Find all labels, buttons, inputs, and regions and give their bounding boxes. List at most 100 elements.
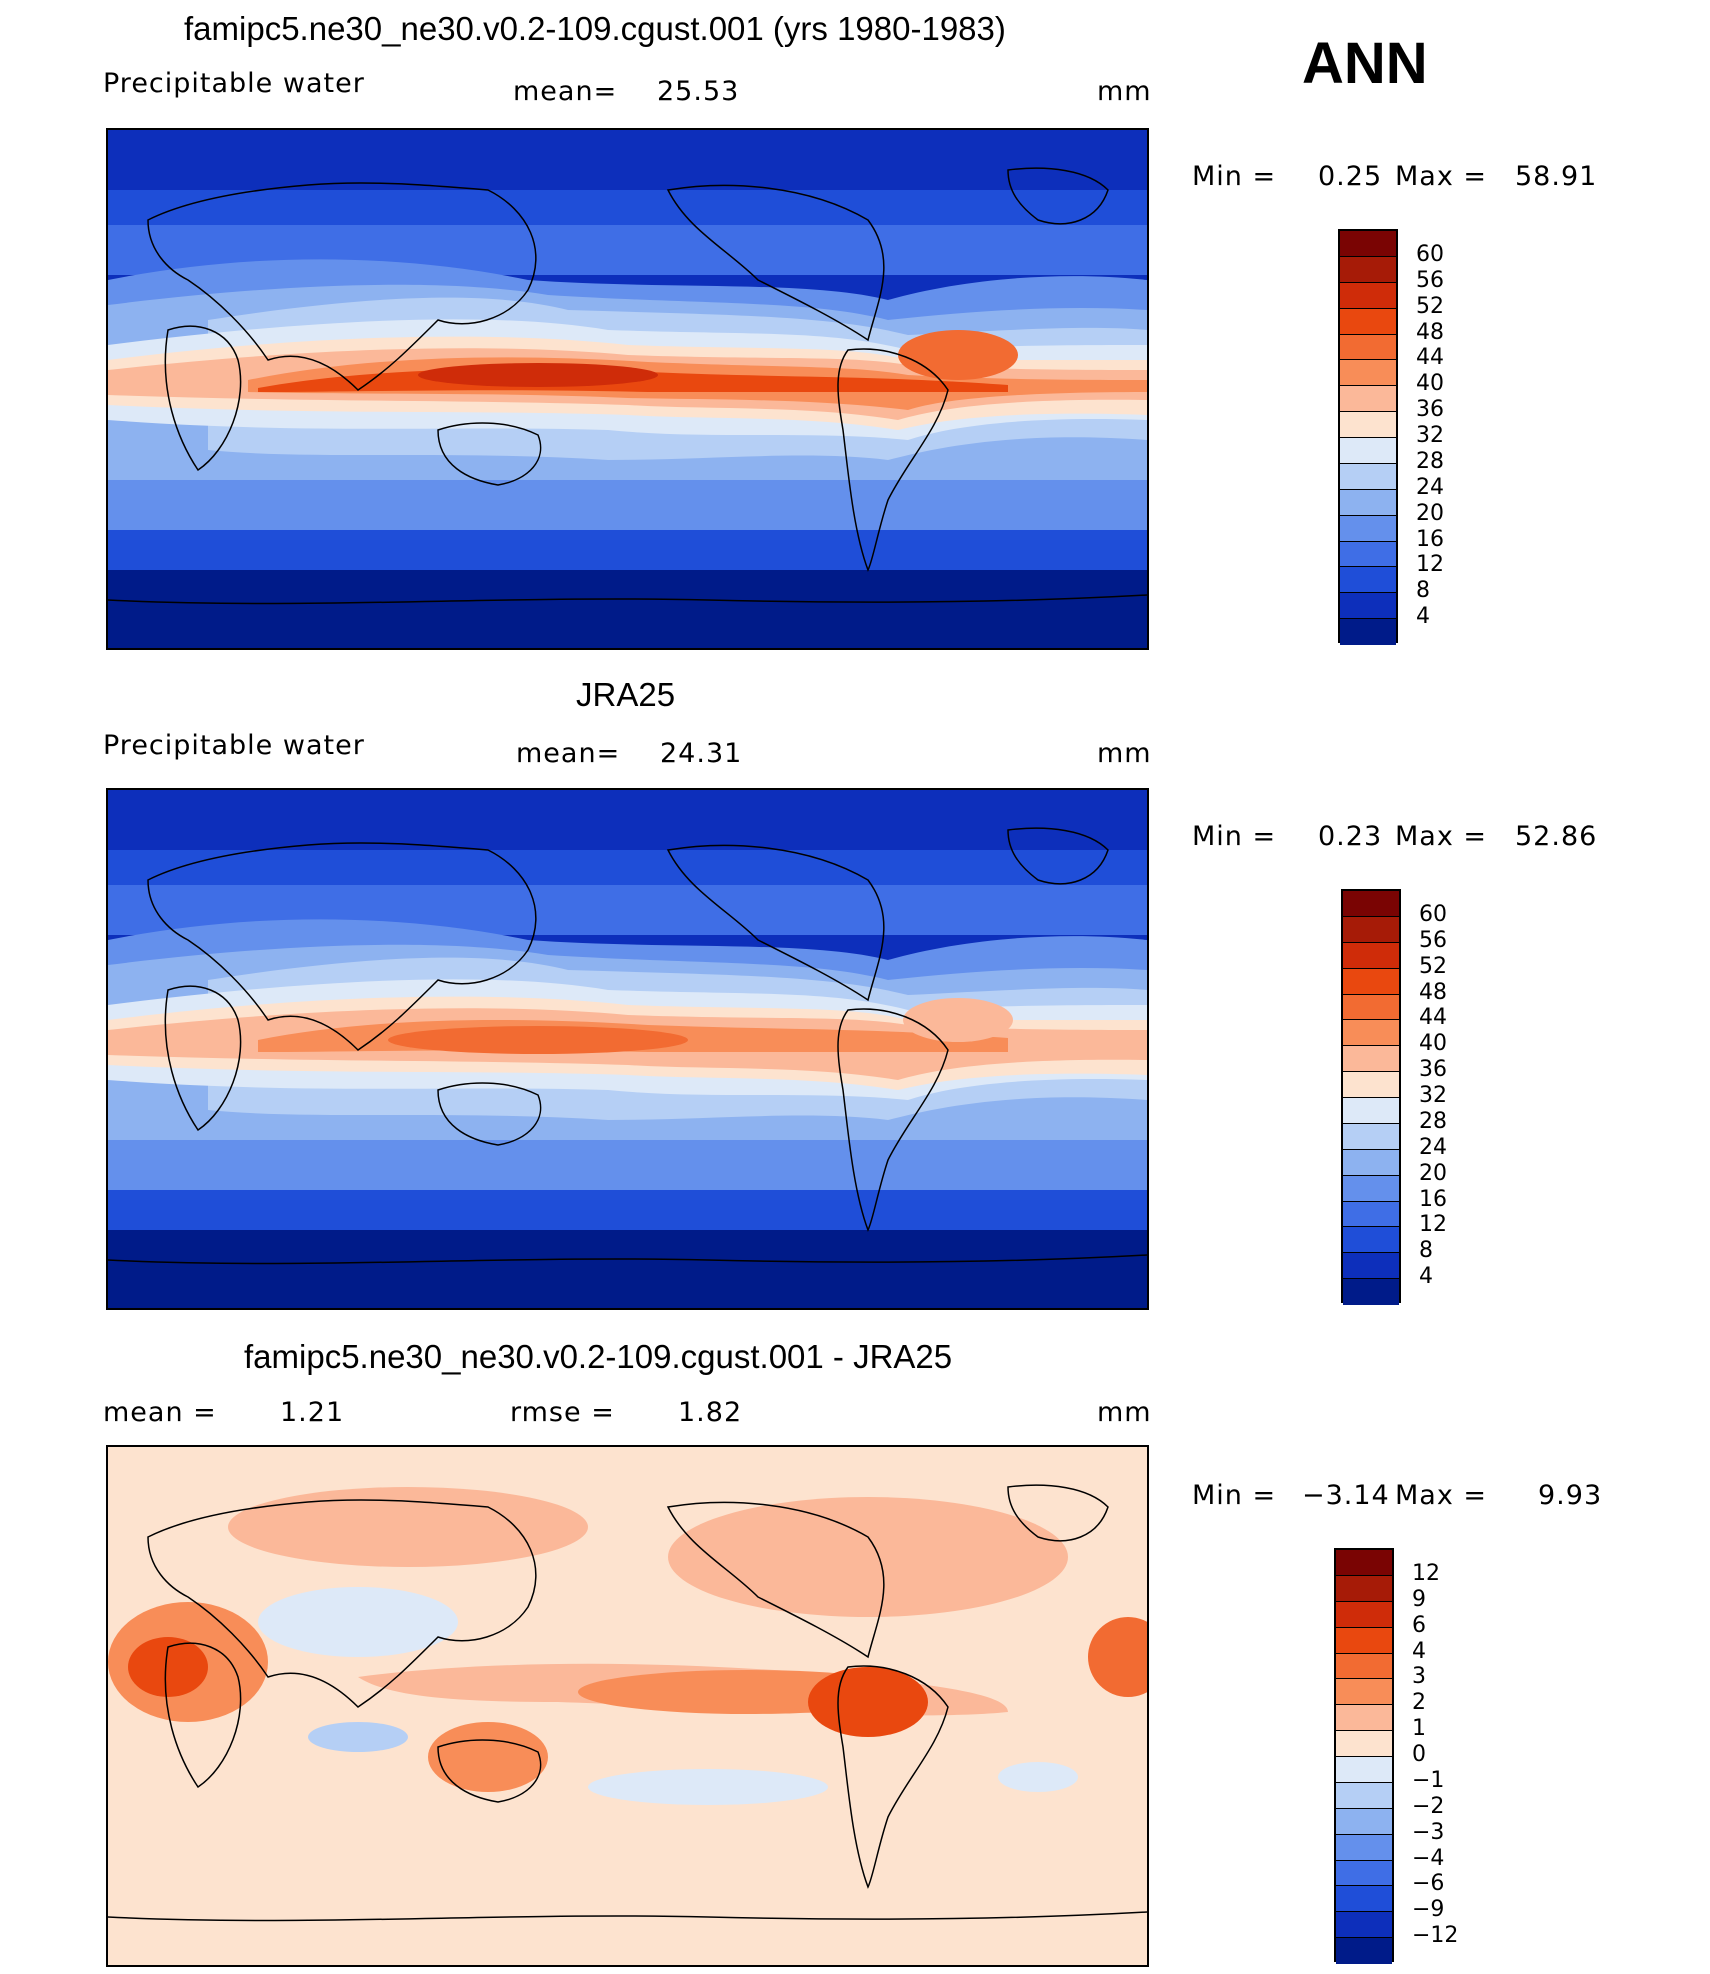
diff-band: [258, 1587, 458, 1657]
diff-band: [588, 1769, 828, 1805]
colorbar-swatch: [1340, 334, 1396, 361]
diff-band: [128, 1637, 208, 1697]
colorbar-tick-label: 32: [1419, 1083, 1447, 1108]
colorbar-swatch: [1336, 1782, 1392, 1809]
colorbar-swatch: [1340, 256, 1396, 283]
panel1-mean-value: 25.53: [657, 76, 740, 107]
panel3-max-label: Max =: [1395, 1480, 1488, 1511]
panel2-title: JRA25: [576, 676, 676, 713]
pw-band: [903, 998, 1013, 1042]
colorbar-tick-label: 60: [1419, 901, 1447, 927]
colorbar-swatch: [1340, 308, 1396, 335]
colorbar-swatch: [1336, 1575, 1392, 1602]
panel3-colorbar: 12 9 6 4 3 2 1 0 −1 −2 −3 −4 −6 −9 −12: [1334, 1548, 1484, 1964]
diff-band: [668, 1497, 1068, 1617]
colorbar-swatch: [1336, 1653, 1392, 1680]
colorbar-swatch: [1336, 1834, 1392, 1861]
colorbar-swatch: [1336, 1886, 1392, 1913]
pw-band: [388, 1026, 688, 1054]
colorbar-swatch: [1343, 1279, 1399, 1305]
colorbar-swatch: [1340, 515, 1396, 542]
colorbar-tick-label: 48: [1416, 319, 1444, 345]
colorbar-tick-label: −6: [1412, 1871, 1445, 1897]
colorbar-swatch: [1336, 1679, 1392, 1706]
panel3-mean-label: mean =: [103, 1397, 217, 1428]
colorbar-swatch: [1336, 1912, 1392, 1939]
panel1-map: [106, 128, 1149, 650]
colorbar-tick-label: 8: [1416, 578, 1430, 604]
colorbar-tick-label: 4: [1419, 1264, 1433, 1290]
colorbar-tick-label: 56: [1419, 927, 1447, 953]
colorbar-tick-label: 44: [1416, 345, 1444, 371]
panel3-map: [106, 1445, 1149, 1967]
panel3-min-value: −3.14: [1302, 1480, 1390, 1511]
colorbar-swatch: [1340, 231, 1396, 257]
colorbar-tick-label: 24: [1416, 474, 1444, 500]
panel2-units: mm: [1097, 738, 1152, 769]
panel1-mean-label: mean=: [513, 76, 618, 107]
colorbar-tick-label: −9: [1412, 1897, 1445, 1923]
colorbar-box: [1334, 1548, 1394, 1964]
panel3-max-value: 9.93: [1538, 1480, 1603, 1511]
panel1-colorbar: 60 56 52 48 44 40 36 32 28 24 20 16 12 8 4: [1338, 229, 1478, 645]
colorbar-swatch: [1336, 1757, 1392, 1783]
colorbar-swatch: [1343, 916, 1399, 943]
colorbar-tick-label: 44: [1419, 1005, 1447, 1031]
colorbar-tick-label: 0: [1412, 1742, 1426, 1767]
colorbar-swatch: [1336, 1627, 1392, 1654]
colorbar-tick-label: 20: [1416, 500, 1444, 526]
diff-band: [308, 1722, 408, 1752]
pw-band: [108, 530, 1147, 570]
diff-band: [428, 1722, 548, 1792]
colorbar-swatch: [1336, 1938, 1392, 1964]
colorbar-swatch: [1343, 1098, 1399, 1124]
colorbar-swatch: [1343, 1253, 1399, 1280]
diff-band: [228, 1487, 588, 1567]
colorbar-swatch: [1336, 1808, 1392, 1835]
colorbar-swatch: [1340, 282, 1396, 309]
panel2-min-label: Min =: [1192, 821, 1277, 852]
colorbar-tick-label: 2: [1412, 1690, 1426, 1716]
colorbar-tick-label: 9: [1412, 1586, 1426, 1612]
pw-band: [418, 363, 658, 387]
colorbar-swatch: [1343, 891, 1399, 917]
panel1-min-label: Min =: [1192, 161, 1277, 192]
colorbar-swatch: [1343, 1149, 1399, 1176]
pw-band: [108, 570, 1147, 648]
coastlines: [108, 827, 1147, 1265]
colorbar-swatch: [1340, 489, 1396, 516]
panel3-min-label: Min =: [1192, 1480, 1277, 1511]
colorbar-tick-label: −12: [1412, 1923, 1459, 1949]
colorbar-swatch: [1340, 541, 1396, 568]
colorbar-tick-label: 40: [1419, 1031, 1447, 1057]
panel1-variable-label: Precipitable water: [103, 68, 365, 99]
colorbar-swatch: [1343, 968, 1399, 995]
colorbar-tick-label: 52: [1416, 293, 1444, 319]
colorbar-tick-label: 56: [1416, 267, 1444, 293]
panel2-mean-value: 24.31: [660, 738, 743, 769]
panel2-mean-label: mean=: [516, 738, 621, 769]
colorbar-swatch: [1336, 1731, 1392, 1757]
colorbar-swatch: [1336, 1705, 1392, 1732]
colorbar-swatch: [1336, 1601, 1392, 1628]
panel3-rmse-value: 1.82: [678, 1397, 743, 1428]
colorbar-tick-label: 8: [1419, 1238, 1433, 1264]
colorbar-tick-label: 12: [1419, 1212, 1447, 1238]
panel2-min-value: 0.23: [1318, 821, 1383, 852]
panel2-max-label: Max =: [1395, 821, 1488, 852]
colorbar-tick-label: 40: [1416, 371, 1444, 397]
panel3-mean-value: 1.21: [280, 1397, 345, 1428]
pw-band: [108, 1230, 1147, 1308]
colorbar-swatch: [1340, 360, 1396, 387]
colorbar-tick-label: −2: [1412, 1793, 1445, 1819]
colorbar-swatch: [1340, 463, 1396, 490]
colorbar-tick-label: 16: [1416, 526, 1444, 552]
panel2-colorbar: 60 56 52 48 44 40 36 32 28 24 20 16 12 8 4: [1341, 889, 1481, 1305]
pw-band: [108, 1190, 1147, 1230]
colorbar-tick-label: 3: [1412, 1664, 1426, 1690]
colorbar-swatch: [1340, 438, 1396, 464]
colorbar-swatch: [1343, 1046, 1399, 1073]
colorbar-tick-label: 28: [1419, 1108, 1447, 1134]
colorbar-swatch: [1340, 567, 1396, 594]
colorbar-swatch: [1340, 412, 1396, 438]
